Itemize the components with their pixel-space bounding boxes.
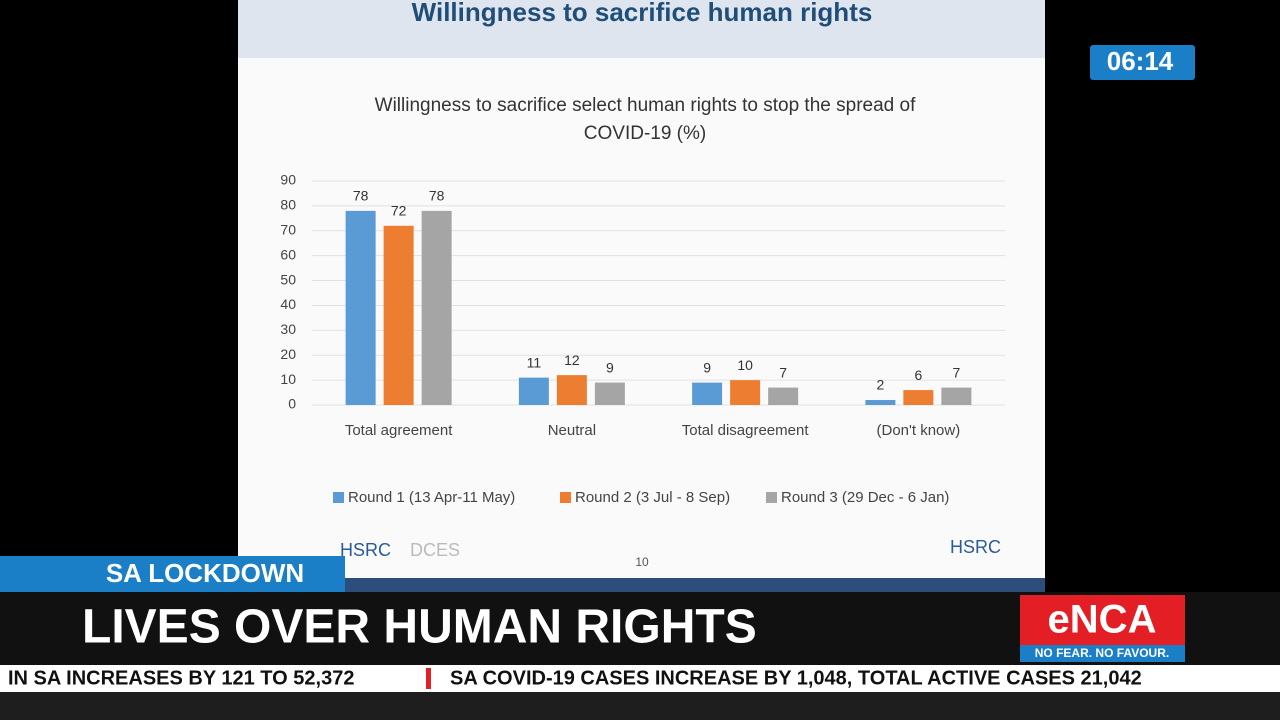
legend-swatch [766,492,777,503]
data-label: 10 [737,357,753,373]
slide-header [238,0,1045,58]
y-tick-label: 70 [280,221,296,237]
data-label: 6 [914,367,922,383]
clock: 06:14 [1107,46,1174,76]
section: SA LOCKDOWN [106,558,304,588]
brand: eNCA [1048,598,1157,642]
data-label: 7 [779,364,787,380]
page-number: 10 [635,555,649,569]
x-tick-label: Total disagreement [682,422,810,439]
y-tick-label: 90 [280,172,296,188]
logo: DCES [410,540,460,560]
bar [383,225,414,405]
legend-swatch [333,492,344,503]
bar [865,400,896,405]
data-label: 9 [606,359,614,375]
section-box [0,556,345,592]
headline: LIVES OVER HUMAN RIGHTS [82,601,757,654]
y-tick-label: 40 [280,296,296,312]
data-label: 11 [527,354,542,370]
bar [692,382,723,405]
bar [730,380,761,405]
bar [518,377,549,405]
slide-title: Willingness to sacrifice human rights [412,0,873,27]
ticker-bar [0,665,1280,692]
x-tick-label: Neutral [548,422,596,439]
legend-swatch [560,492,571,503]
data-label: 2 [876,377,884,393]
slide-footer [238,578,1045,592]
legend-label: Round 2 (3 Jul - 8 Sep) [575,489,730,506]
bar [345,210,376,405]
x-tick-label: (Don't know) [877,422,961,439]
ticker-item: SA COVID-19 CASES INCREASE BY 1,048, TOT… [450,667,1142,689]
data-label: 7 [952,364,960,380]
y-tick-label: 30 [280,321,296,337]
bottom-strip [0,692,1280,720]
logo: HSRC [340,540,391,560]
bar [594,382,625,405]
data-label: 72 [391,203,407,219]
y-tick-label: 50 [280,271,296,287]
legend-label: Round 1 (13 Apr-11 May) [348,489,515,506]
data-label: 12 [564,352,580,368]
bar [421,210,452,405]
slogan: NO FEAR. NO FAVOUR. [1035,646,1169,660]
chart-title: Willingness to sacrifice select human ri… [374,95,916,144]
y-tick-label: 80 [280,197,296,213]
bar [556,375,587,405]
slogan-box [1020,645,1185,662]
y-tick-label: 10 [280,371,296,387]
data-label: 78 [353,188,369,204]
y-tick-label: 0 [288,396,296,412]
bar [768,387,799,405]
legend-label: Round 3 (29 Dec - 6 Jan) [781,489,949,506]
bar [941,387,972,405]
data-label: 9 [703,359,711,375]
x-tick-label: Total agreement [345,422,453,439]
clock-box [1090,45,1195,80]
bar [903,390,934,405]
ticker-item: IN SA INCREASES BY 121 TO 52,372 [8,667,354,689]
y-tick-label: 60 [280,246,296,262]
y-tick-label: 20 [280,346,296,362]
logo: HSRC [950,537,1001,557]
data-label: 78 [429,188,445,204]
brand-box [1020,595,1185,645]
ticker-separator [426,668,431,689]
